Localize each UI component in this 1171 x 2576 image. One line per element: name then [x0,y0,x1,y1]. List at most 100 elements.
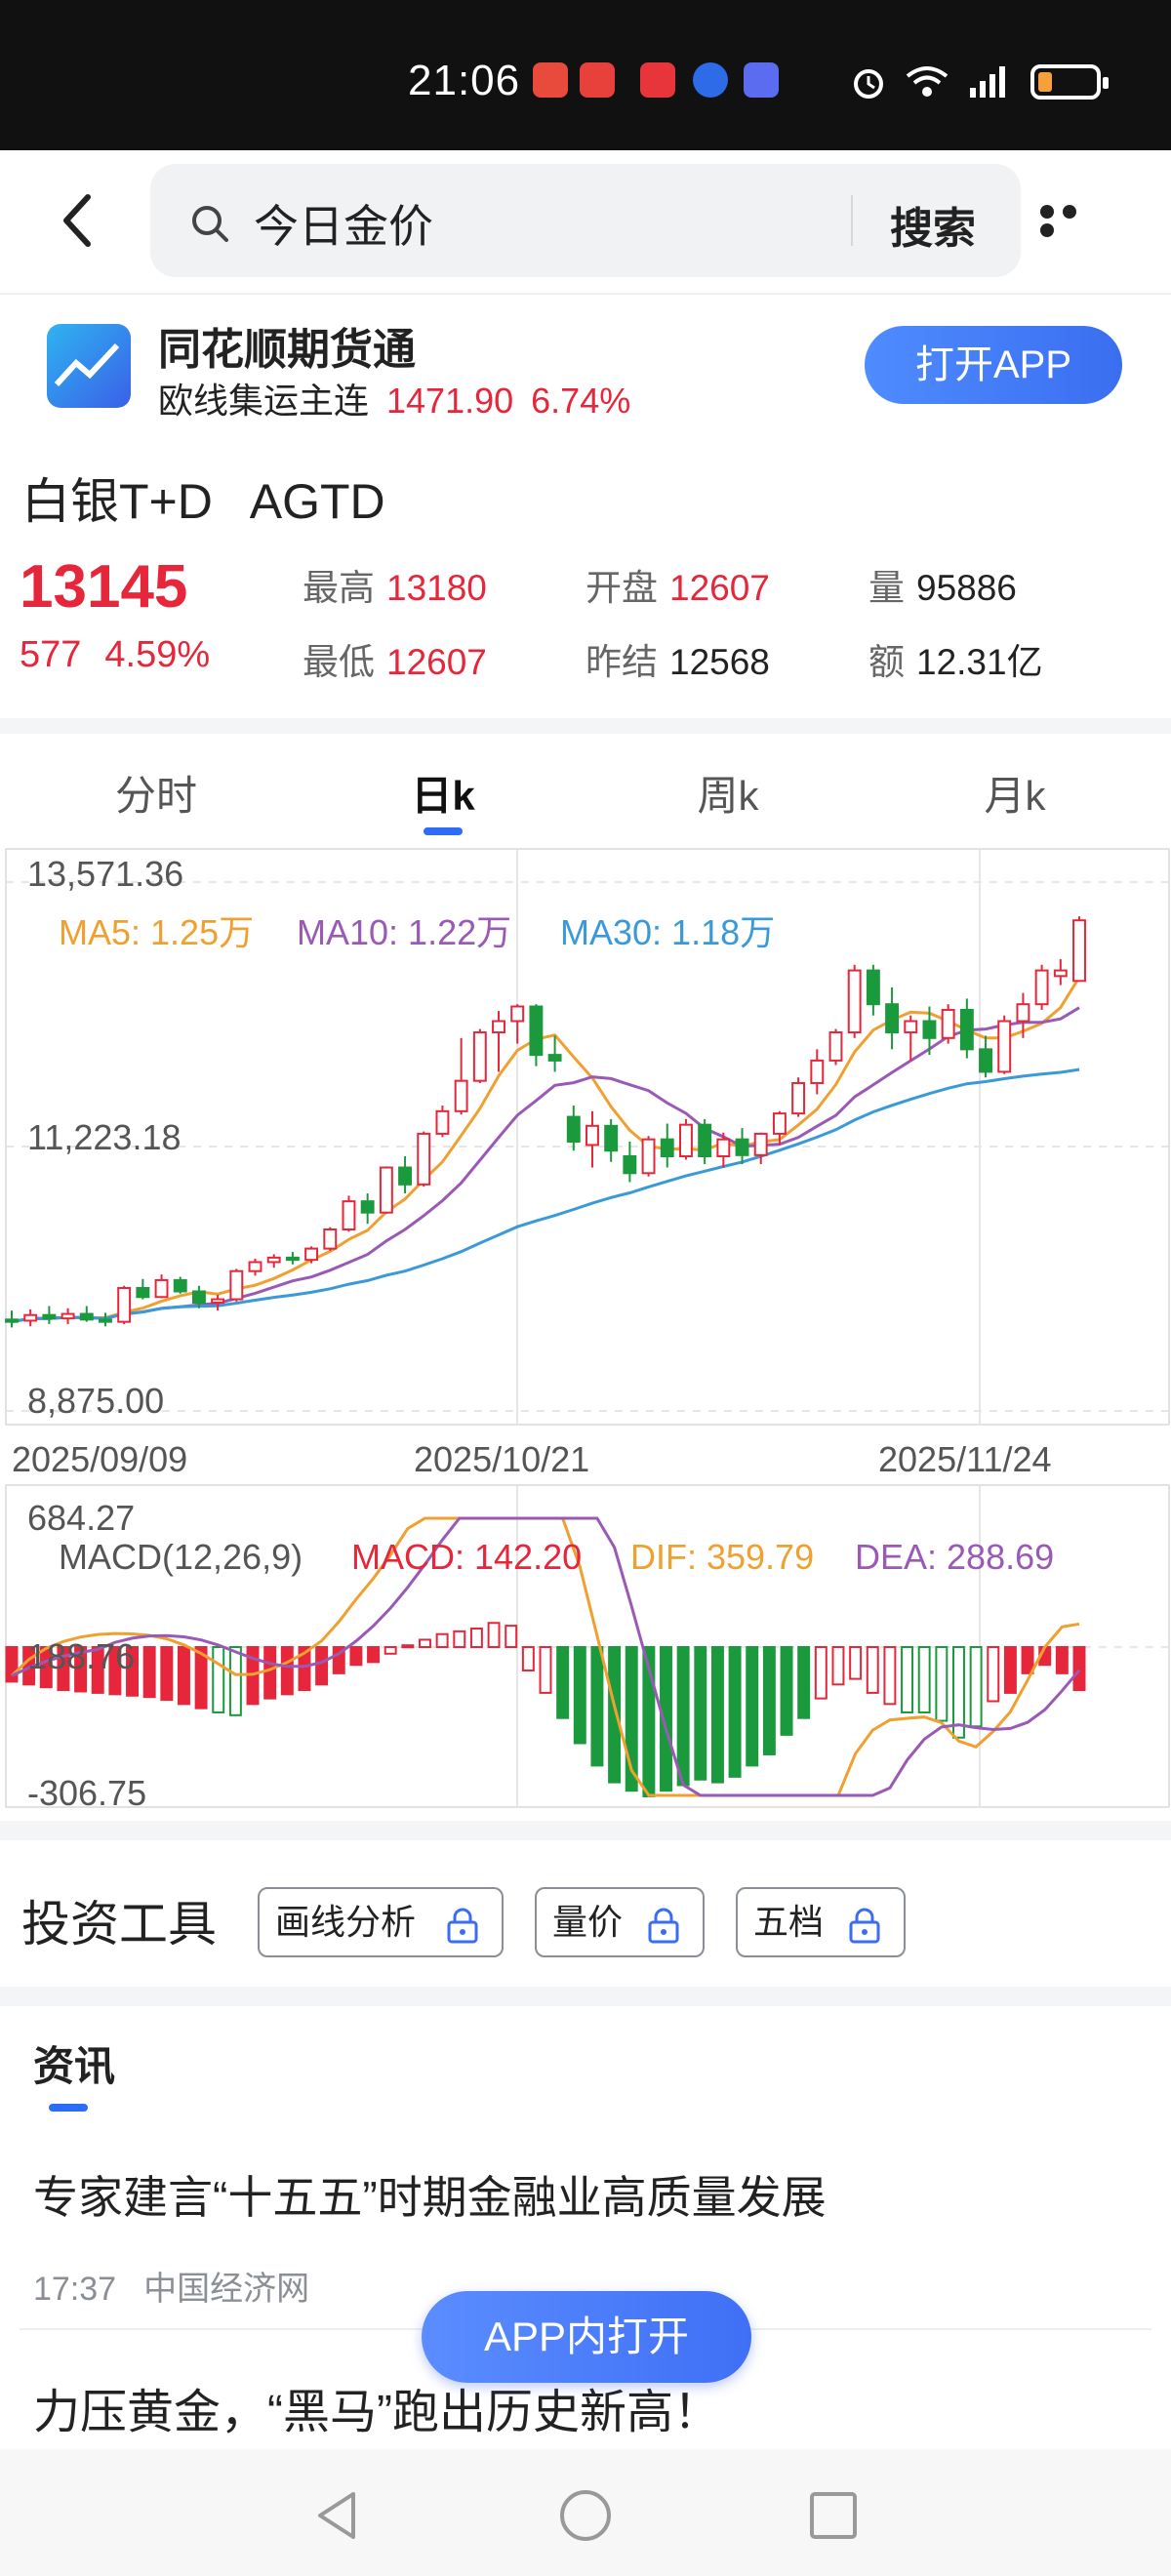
app-promo-banner: 同花顺期货通 欧线集运主连 1471.90 6.74% 打开APP [0,293,1171,437]
candle-body [435,1109,450,1135]
news-item-title[interactable]: 专家建言“十五五”时期金融业高质量发展 [33,2172,827,2223]
open-app-button[interactable]: 打开APP [865,326,1122,404]
high-label: 最高 [303,568,375,608]
wifi-icon [906,66,949,97]
macd-bar [194,1646,208,1710]
more-menu-icon[interactable] [1040,205,1105,237]
candle-body [698,1123,712,1157]
notification-icon-4 [693,62,728,98]
search-input[interactable]: 今日金价 [254,201,433,252]
candle-body [979,1048,992,1073]
macd-bar [539,1646,552,1694]
kline-chart[interactable]: 13,571.36 11,223.18 8,875.00 MA5: 1.25万 … [0,841,1171,1817]
nav-recents-icon[interactable] [806,2488,861,2543]
system-navigation-bar [0,2449,1171,2576]
macd-bar [142,1646,156,1699]
legend-ma5: MA5: 1.25万 [59,912,254,952]
tab-weekly-k[interactable]: 周k [697,773,759,819]
candle [828,1028,843,1066]
open-in-app-button[interactable]: APP内打开 [422,2291,751,2383]
candle [23,1308,38,1327]
candle-body [23,1313,38,1322]
search-button[interactable]: 搜索 [890,205,976,253]
candle-body [117,1287,132,1323]
macd-legend-dea: DEA: 288.69 [855,1537,1054,1577]
candle-body [753,1132,768,1156]
open-stat: 开盘 12607 [586,558,770,611]
candle-body [323,1228,338,1250]
macd-bar [590,1646,604,1767]
amount-stat: 额 12.31亿 [868,632,1043,685]
candle-body [304,1247,319,1262]
candle [529,1004,544,1067]
lock-icon [849,1908,880,1944]
candle [885,986,900,1050]
amount-label: 额 [868,642,905,682]
investment-tools: 投资工具 画线分析 量价 五档 [0,1840,1171,1987]
tab-monthly-k[interactable]: 月k [984,773,1046,819]
drawing-analysis-button[interactable]: 画线分析 [258,1887,504,1957]
macd-bar [401,1644,415,1649]
tab-intraday[interactable]: 分时 [114,773,197,819]
macd-bar [814,1646,828,1700]
candle-body [623,1154,637,1175]
candle [547,1035,562,1072]
news-source: 中国经济网 [143,2271,310,2308]
price-change: 577 4.59% [20,634,233,676]
candle [304,1246,319,1264]
ma30-line [11,1067,1080,1324]
macd-bar [487,1622,501,1649]
candlesticks [5,916,1086,1328]
nav-back-icon[interactable] [310,2488,365,2543]
search-divider [851,195,853,246]
candle-body [604,1124,619,1152]
promo-ticker-price: 1471.90 [386,381,514,421]
back-icon[interactable] [51,189,109,252]
macd-label-max: 684.27 [27,1498,135,1538]
news-tab[interactable]: 资讯 [33,2043,116,2089]
macd-bar [263,1646,277,1700]
macd-bar [831,1646,845,1686]
volume-price-button[interactable]: 量价 [535,1887,705,1957]
candle [847,964,862,1038]
candle-body [660,1138,674,1157]
candle-body [885,1003,900,1034]
news-item-title[interactable]: 力压黄金，“黑马”跑出历史新高！ [33,2387,720,2438]
open-value: 12607 [669,568,770,608]
clock: 21:06 [408,57,521,104]
candle-body [772,1112,787,1135]
candle [360,1193,375,1225]
macd-bar [901,1646,914,1713]
candle [979,1035,992,1078]
period-tabs: 分时 日k 周k 月k [0,734,1171,841]
candle-body [678,1123,693,1157]
macd-bar [57,1646,70,1692]
macd-bar [367,1646,381,1664]
search-icon [192,206,228,242]
macd-histogram [5,1622,1086,1797]
candle-body [566,1115,581,1143]
candle-body [791,1081,806,1115]
notification-icon-3 [640,62,675,98]
candle-body [61,1312,75,1320]
candle-body [828,1031,843,1062]
candle [586,1110,599,1168]
candle [229,1268,244,1302]
nav-home-icon[interactable] [558,2488,613,2543]
candle [866,964,880,1016]
candle-body [417,1132,431,1186]
candle-body [547,1054,562,1062]
candle-body [229,1269,244,1301]
candle [660,1123,674,1168]
macd-bar [435,1632,449,1648]
search-box[interactable]: 今日金价 搜索 [150,164,1021,277]
macd-bar [746,1646,759,1767]
candle-body [922,1020,937,1039]
prev-settle-value: 12568 [669,642,770,682]
five-levels-button[interactable]: 五档 [736,1887,906,1957]
change-percent: 4.59% [104,634,211,675]
tab-daily-k[interactable]: 日k [411,773,475,819]
candle [154,1274,169,1299]
macd-bar [1055,1646,1069,1674]
macd-plot-border [5,1484,1170,1808]
